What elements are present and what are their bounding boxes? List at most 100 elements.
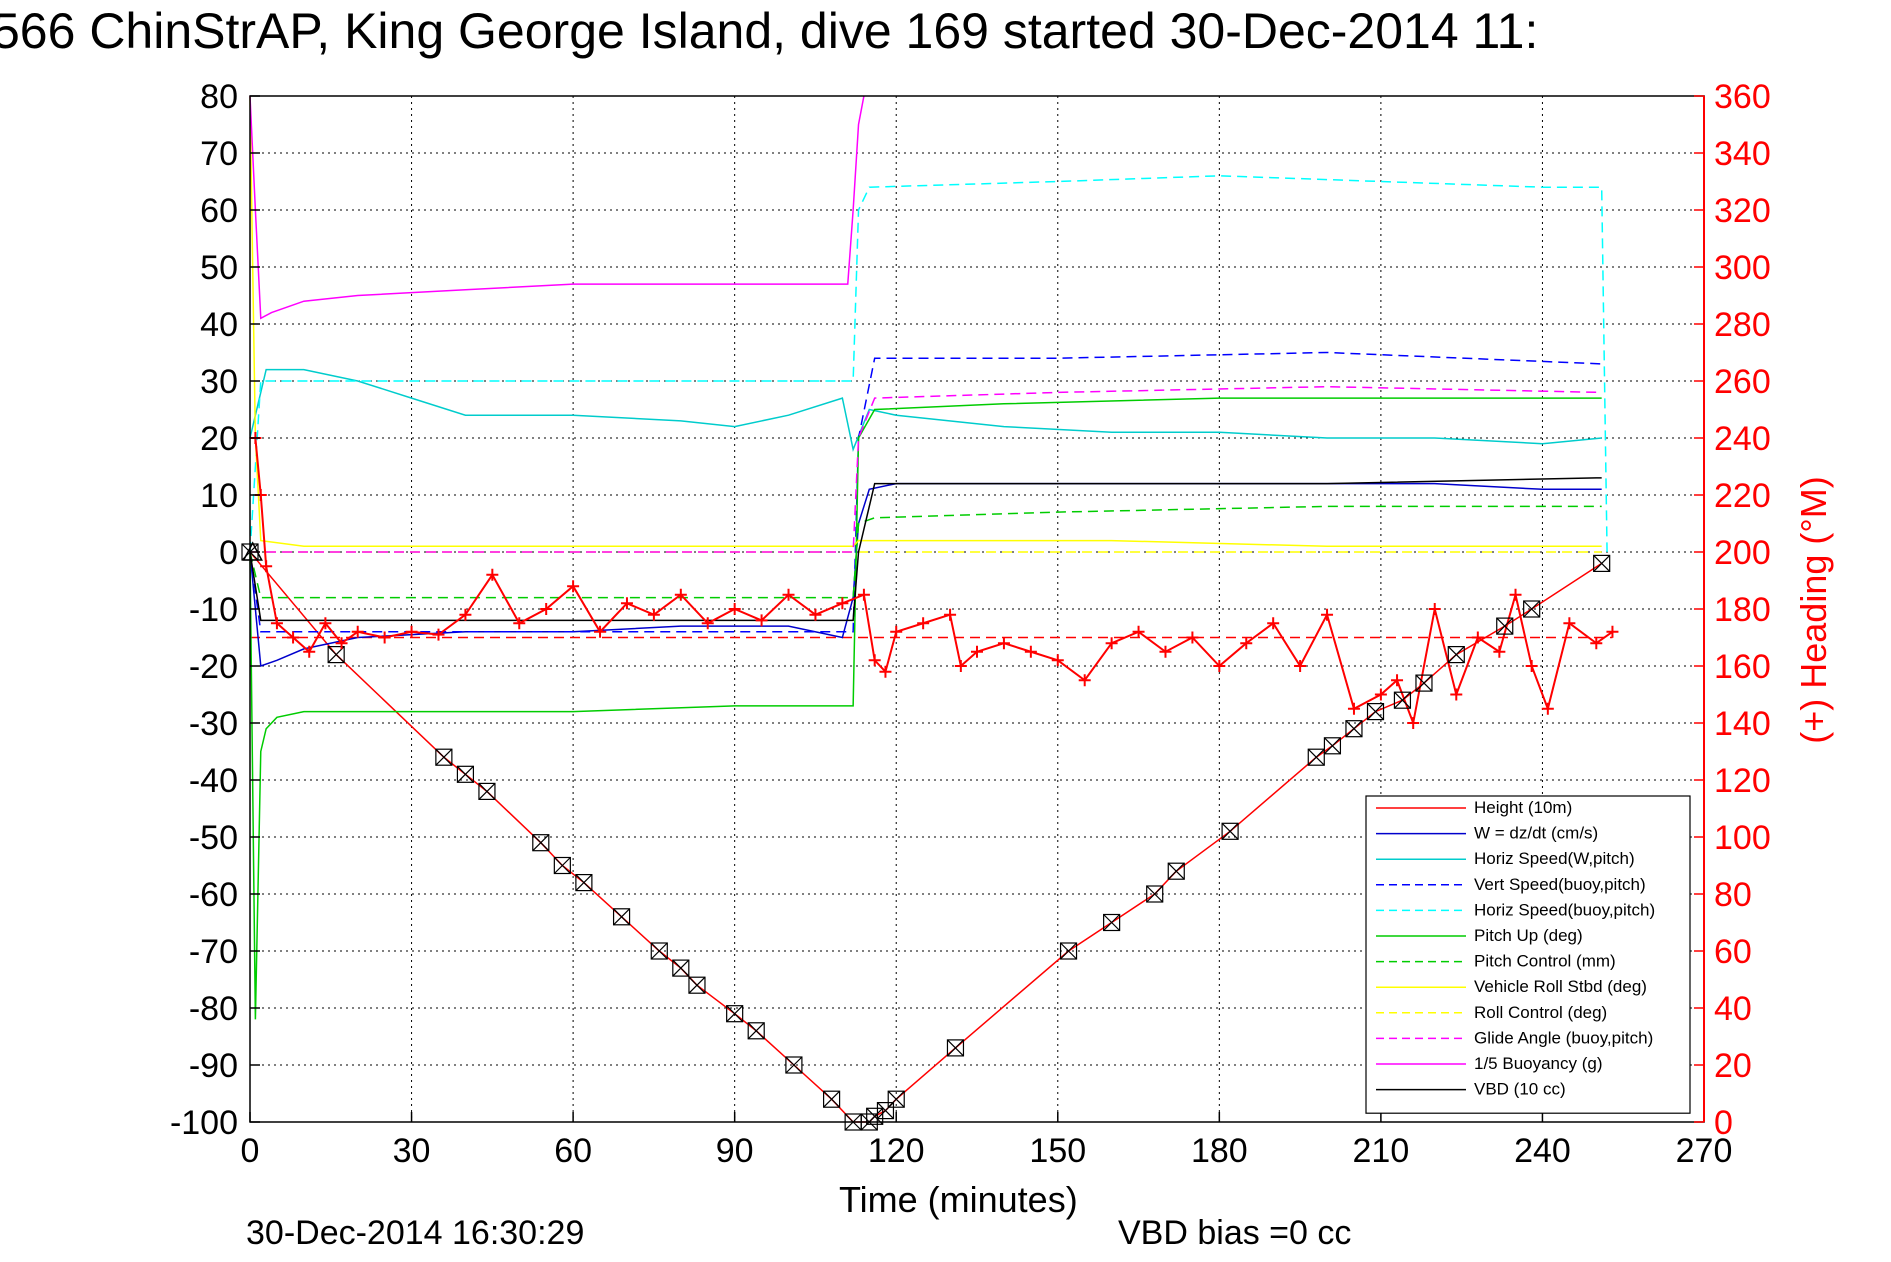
heading-point <box>917 617 930 630</box>
height-marker <box>1345 720 1363 738</box>
legend-entry: Roll Control (deg) <box>1474 1003 1607 1022</box>
y-left-tick-label: 10 <box>200 477 238 515</box>
height-marker <box>327 645 345 664</box>
heading-point <box>1186 631 1199 644</box>
y-right-tick-label: 200 <box>1714 534 1771 572</box>
y-left-tick-label: -10 <box>189 591 238 629</box>
heading-point <box>1105 637 1118 650</box>
x-tick-label: 120 <box>868 1132 925 1170</box>
y-right-tick-label: 220 <box>1714 477 1771 515</box>
height-marker <box>1221 822 1239 840</box>
legend-entry: Horiz Speed(buoy,pitch) <box>1474 900 1655 919</box>
heading-point <box>1471 631 1484 644</box>
x-tick-label: 150 <box>1029 1132 1086 1170</box>
heading-point <box>303 645 316 658</box>
heading-point <box>1541 702 1554 715</box>
heading-point <box>351 625 364 638</box>
legend-entry: W = dz/dt (cm/s) <box>1474 824 1598 843</box>
height-marker <box>1059 942 1078 960</box>
x-tick-label: 210 <box>1353 1132 1410 1170</box>
x-tick-label: 0 <box>241 1132 260 1170</box>
y-right-tick-label: 80 <box>1714 876 1752 914</box>
heading-point <box>459 608 472 621</box>
y-left-tick-label: -100 <box>170 1104 238 1142</box>
legend: Height (10m) W = dz/dt (cm/s) Horiz Speed(… <box>1365 795 1691 1114</box>
height-marker <box>1366 702 1385 721</box>
height-marker <box>1496 617 1514 635</box>
y-left-tick-label: 40 <box>200 306 238 344</box>
height-marker <box>575 873 593 892</box>
heading-point <box>868 654 881 667</box>
y-left-tick-label: -30 <box>189 705 238 743</box>
heading-point <box>432 628 445 641</box>
heading-point <box>1132 625 1145 638</box>
series-line-4 <box>249 175 1608 553</box>
y-left-tick-label: 80 <box>200 78 238 116</box>
height-marker <box>435 748 453 766</box>
height-marker <box>478 782 496 801</box>
y-right-tick-label: 180 <box>1714 591 1771 629</box>
height-marker <box>887 1090 905 1108</box>
y-left-tick-label: -80 <box>189 990 238 1028</box>
y-right-tick-label: 100 <box>1714 819 1771 857</box>
height-marker <box>946 1039 965 1057</box>
series-line-9 <box>250 385 1602 553</box>
heading-point <box>513 617 526 630</box>
heading-point <box>335 637 348 650</box>
heading-point <box>1240 637 1253 650</box>
y-left-tick-label: -20 <box>189 648 238 686</box>
x-tick-label: 240 <box>1514 1132 1571 1170</box>
heading-point <box>1213 660 1226 672</box>
series-line-11 <box>249 477 1602 622</box>
series-line-5 <box>249 397 1602 1020</box>
legend-entry: Height (10m) <box>1474 798 1572 817</box>
heading-point <box>1525 660 1538 672</box>
heading-point <box>1024 645 1037 658</box>
heading-point <box>1159 645 1172 658</box>
y-right-tick-label: 140 <box>1714 705 1771 743</box>
legend-entry: 1/5 Buoyancy (g) <box>1474 1054 1603 1073</box>
heading-point <box>594 625 607 638</box>
heading-point <box>647 608 660 621</box>
heading-point <box>1606 625 1619 638</box>
legend-entry: VBD (10 cc) <box>1474 1080 1566 1099</box>
height-marker <box>1323 737 1342 755</box>
height-marker <box>822 1090 841 1108</box>
y-left-tick-label: 30 <box>200 363 238 401</box>
footer-timestamp: 30-Dec-2014 16:30:29 <box>246 1214 584 1252</box>
legend-entry: Pitch Control (mm) <box>1474 952 1616 971</box>
heading-point <box>405 625 418 638</box>
height-marker <box>747 1022 765 1040</box>
x-tick-label: 60 <box>554 1132 592 1170</box>
height-marker <box>1415 674 1433 692</box>
height-marker <box>1393 691 1412 709</box>
x-tick-label: 180 <box>1191 1132 1248 1170</box>
heading-point <box>1374 688 1387 701</box>
height-marker <box>1103 913 1121 932</box>
y-right-tick-label: 300 <box>1714 249 1771 287</box>
y-left-tick-label: -50 <box>189 819 238 857</box>
y-right-tick-label: 60 <box>1714 933 1752 971</box>
heading-point <box>857 588 870 601</box>
heading-point <box>1078 674 1091 687</box>
legend-box <box>1365 795 1691 1114</box>
heading-point <box>1563 617 1576 630</box>
y-left-tick-label: 60 <box>200 192 238 230</box>
height-marker <box>672 959 690 977</box>
legend-entry: Vert Speed(buoy,pitch) <box>1474 875 1646 894</box>
y-left-tick-label: -60 <box>189 876 238 914</box>
heading-point <box>620 597 633 610</box>
heading-point <box>486 568 499 581</box>
heading-point <box>1294 660 1307 672</box>
height-marker <box>553 856 571 875</box>
heading-point <box>1347 702 1360 715</box>
heading-point <box>270 617 283 630</box>
heading-point <box>1267 617 1280 630</box>
y-right-tick-label: 160 <box>1714 648 1771 686</box>
heading-point <box>1509 588 1522 601</box>
legend-entry: Horiz Speed(W,pitch) <box>1474 849 1635 868</box>
height-marker <box>612 908 631 926</box>
y-right-tick-label: 320 <box>1714 192 1771 230</box>
heading-point <box>701 617 714 630</box>
